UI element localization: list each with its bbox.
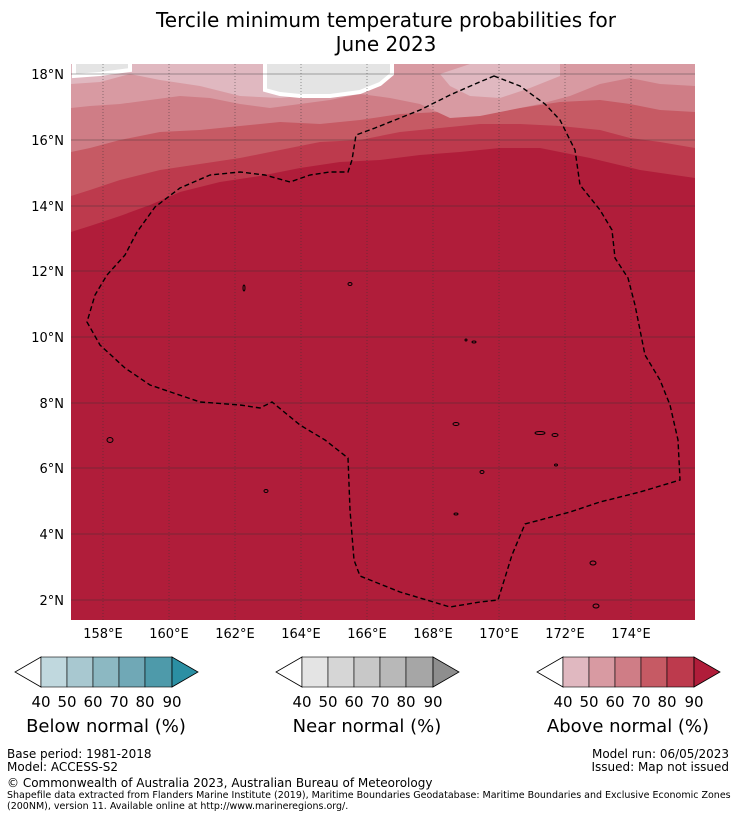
lon-tick: 168°E xyxy=(413,627,453,642)
lon-tick: 164°E xyxy=(281,627,321,642)
title-line-1: Tercile minimum temperature probabilitie… xyxy=(155,8,617,32)
issued-status: Issued: Map not issued xyxy=(591,760,729,774)
lon-tick: 172°E xyxy=(545,627,585,642)
lat-tick: 16°N xyxy=(31,134,64,149)
above-normal-colorbar: 40 50 60 70 80 90 xyxy=(536,656,721,711)
below-tick: 60 xyxy=(83,693,102,711)
model-run: Model run: 06/05/2023 xyxy=(591,747,729,761)
near-tick: 40 xyxy=(292,693,311,711)
copyright: © Commonwealth of Australia 2023, Austra… xyxy=(7,776,433,790)
above-tick: 80 xyxy=(657,693,676,711)
above-tick: 70 xyxy=(631,693,650,711)
lat-tick: 10°N xyxy=(31,331,64,346)
below-normal-colorbar: 40 50 60 70 80 90 xyxy=(14,656,199,711)
shapefile-line-1: Shapefile data extracted from Flanders M… xyxy=(7,790,731,801)
shapefile-line-2: (200NM), version 11. Available online at… xyxy=(7,801,349,812)
near-normal-label: Near normal (%) xyxy=(292,716,442,737)
lat-tick: 12°N xyxy=(31,265,64,280)
lon-tick-labels: 158°E 160°E 162°E 164°E 166°E 168°E 170°… xyxy=(83,627,651,642)
map-title: Tercile minimum temperature probabilitie… xyxy=(0,8,736,56)
below-normal-label: Below normal (%) xyxy=(26,716,186,737)
islands xyxy=(106,282,600,609)
eez-boundary xyxy=(86,75,681,608)
lat-tick: 2°N xyxy=(40,594,65,609)
near-tick: 90 xyxy=(423,693,442,711)
lon-tick: 174°E xyxy=(611,627,651,642)
footer-right: Model run: 06/05/2023 Issued: Map not is… xyxy=(591,748,729,774)
lat-tick: 6°N xyxy=(40,462,65,477)
nodata-zone xyxy=(72,64,394,98)
lat-tick: 14°N xyxy=(31,200,64,215)
above-tick: 90 xyxy=(684,693,703,711)
near-tick: 60 xyxy=(344,693,363,711)
lat-tick: 4°N xyxy=(40,528,65,543)
lon-tick: 170°E xyxy=(479,627,519,642)
title-line-2: June 2023 xyxy=(335,32,437,56)
near-tick: 70 xyxy=(370,693,389,711)
base-period: Base period: 1981-2018 xyxy=(7,747,152,761)
near-tick: 50 xyxy=(318,693,337,711)
below-tick: 90 xyxy=(162,693,181,711)
above-tick: 40 xyxy=(553,693,572,711)
below-tick: 80 xyxy=(135,693,154,711)
lat-tick-labels: 18°N 16°N 14°N 12°N 10°N 8°N 6°N 4°N 2°N xyxy=(31,68,64,609)
lat-tick: 8°N xyxy=(40,397,65,412)
lon-tick: 162°E xyxy=(215,627,255,642)
model-name: Model: ACCESS-S2 xyxy=(7,760,119,774)
below-tick: 70 xyxy=(109,693,128,711)
above-tick: 60 xyxy=(605,693,624,711)
graticule xyxy=(71,64,695,620)
shapefile-credit: Shapefile data extracted from Flanders M… xyxy=(7,790,732,812)
above-normal-label: Above normal (%) xyxy=(546,716,710,737)
near-tick: 80 xyxy=(396,693,415,711)
lon-tick: 158°E xyxy=(83,627,123,642)
below-tick: 40 xyxy=(31,693,50,711)
below-tick: 50 xyxy=(57,693,76,711)
probability-map: 158°E 160°E 162°E 164°E 166°E 168°E 170°… xyxy=(31,64,695,642)
lat-tick: 18°N xyxy=(31,68,64,83)
near-normal-colorbar: 40 50 60 70 80 90 xyxy=(275,656,460,711)
above-tick: 50 xyxy=(579,693,598,711)
footer-left: Base period: 1981-2018 Model: ACCESS-S2 xyxy=(7,748,152,774)
lon-tick: 160°E xyxy=(149,627,189,642)
lon-tick: 166°E xyxy=(347,627,387,642)
